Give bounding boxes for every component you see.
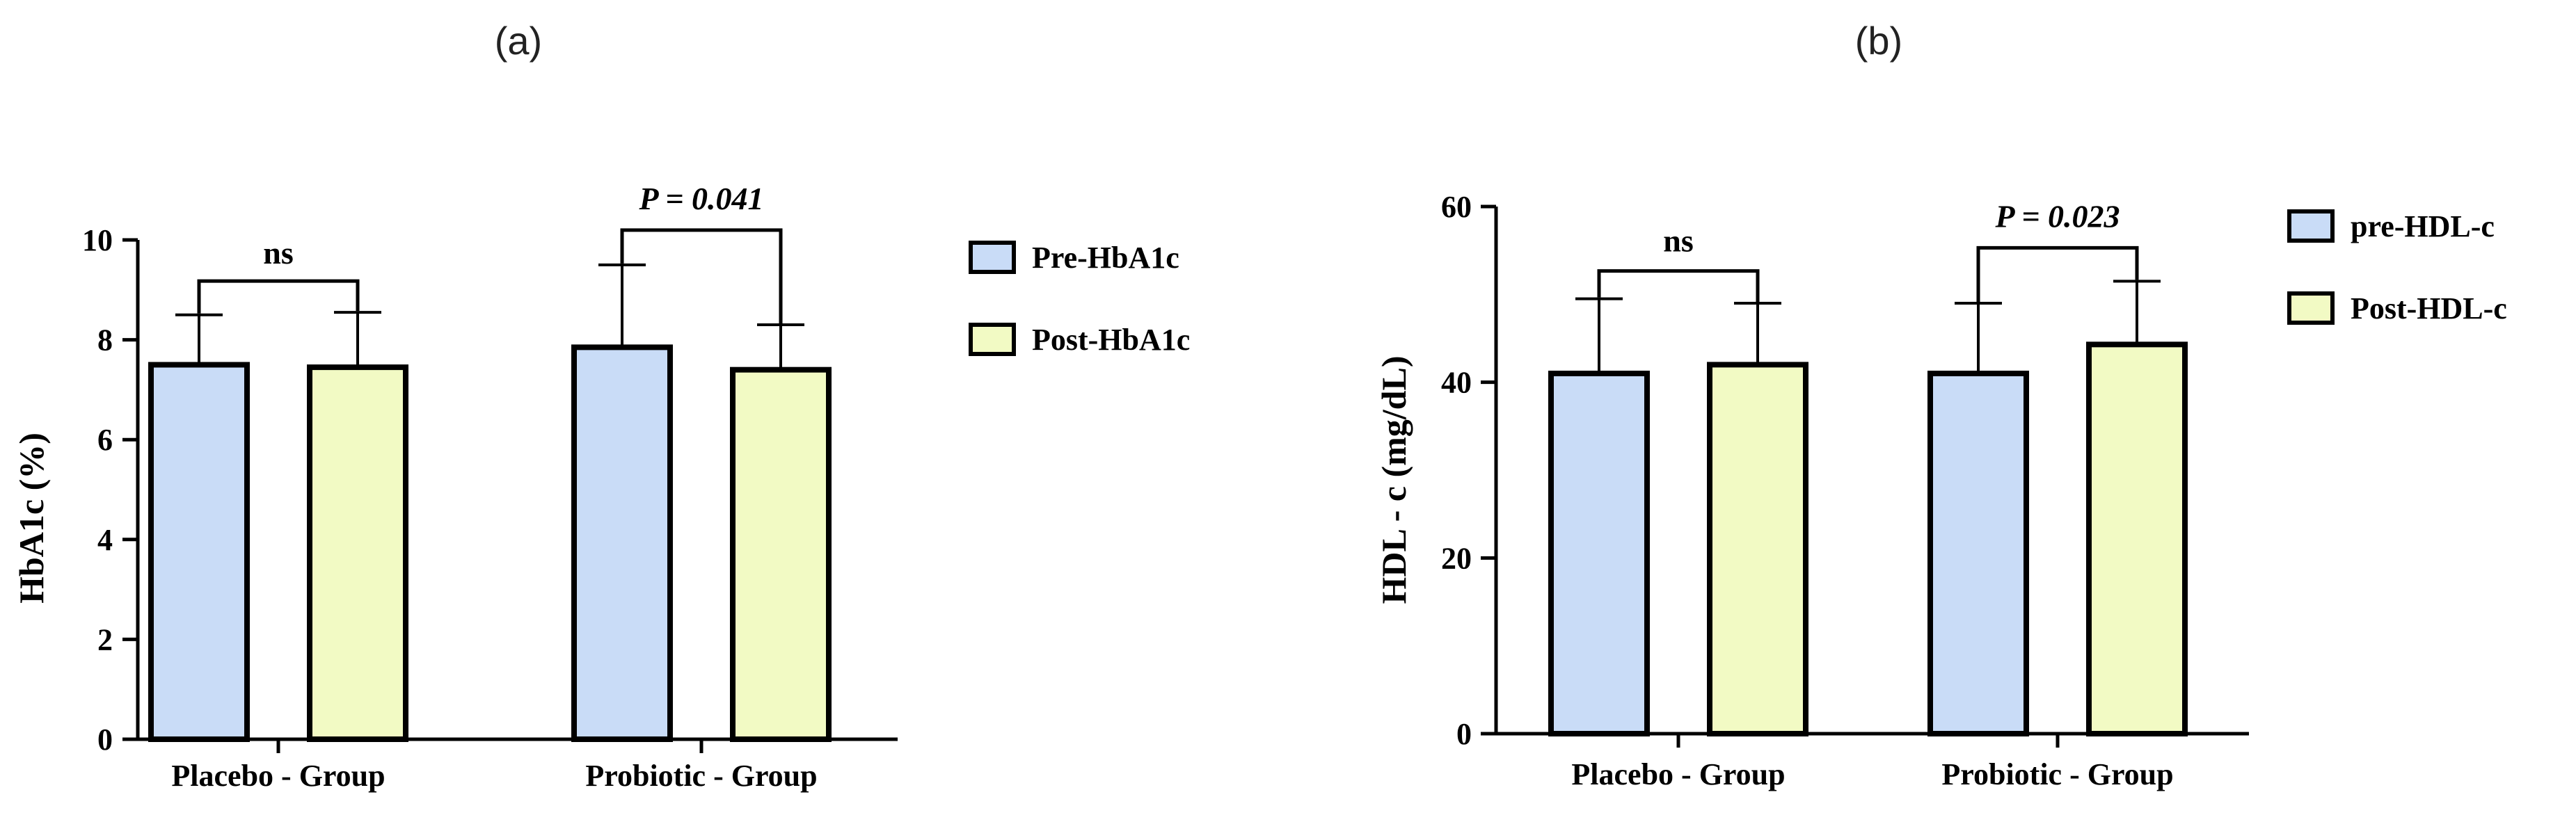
panel-b-error-bars (1575, 280, 2161, 374)
p-value-label: P = 0.041 (638, 181, 763, 216)
p-value-label: P = 0.023 (1994, 198, 2120, 234)
bar-pre (148, 362, 250, 742)
significance-bracket (1597, 269, 1760, 302)
legend-swatch (2287, 291, 2335, 325)
chart-panel-a: (a) HbA1c (%) 0 2 4 6 8 10 Placebo - Group Prob… (12, 19, 1190, 793)
x-category-label: Placebo - Group (1571, 757, 1785, 791)
bar-pre (571, 344, 673, 742)
legend-swatch (2287, 209, 2335, 243)
panel-b-bars (1548, 341, 2188, 736)
significance-bracket (197, 279, 360, 314)
panel-a-axes: 0 2 4 6 8 10 Placebo - Group Probiotic - Group (82, 223, 898, 793)
panel-a-y-axis-label: HbA1c (%) (12, 433, 51, 604)
chart-panel-b: (b) HDL - c (mg/dL) 0 20 40 60 Placebo - Gro… (1374, 19, 2507, 791)
ns-label: ns (1663, 223, 1693, 259)
y-tick-label: 6 (97, 423, 113, 457)
panel-a-label: (a) (495, 19, 542, 63)
y-tick-label: 0 (97, 723, 113, 757)
panel-b-label: (b) (1855, 19, 1902, 63)
significance-bracket (620, 228, 783, 324)
x-category-label: Placebo - Group (171, 759, 385, 793)
bar-pre (1548, 371, 1650, 736)
bar-post (2086, 341, 2188, 736)
y-tick-label: 4 (97, 523, 113, 557)
legend-label: Post-HDL-c (2351, 291, 2507, 325)
y-tick-label: 2 (97, 622, 113, 656)
x-category-label: Probiotic - Group (585, 759, 817, 793)
panel-b-significance: ns P = 0.023 (1597, 198, 2139, 302)
bar-post (730, 366, 832, 742)
y-tick-label: 60 (1441, 190, 1472, 224)
panel-b-y-axis-label: HDL - c (mg/dL) (1374, 356, 1413, 604)
panel-b-legend: pre-HDL-c Post-HDL-c (2287, 209, 2507, 325)
x-category-label: Probiotic - Group (1941, 757, 2173, 791)
y-tick-label: 8 (97, 323, 113, 357)
y-tick-label: 10 (82, 223, 113, 257)
legend-label: Post-HbA1c (1032, 323, 1190, 357)
legend-swatch (969, 323, 1016, 356)
bar-pre (1927, 371, 2029, 736)
significance-bracket (1976, 245, 2139, 302)
bar-post (307, 364, 408, 742)
legend-label: pre-HDL-c (2351, 209, 2495, 243)
panel-a-legend: Pre-HbA1c Post-HbA1c (969, 241, 1190, 357)
legend-swatch (969, 241, 1016, 274)
bar-post (1707, 362, 1808, 736)
panel-a-error-bars (175, 263, 804, 370)
panel-a-significance: ns P = 0.041 (197, 181, 783, 324)
y-tick-label: 20 (1441, 541, 1472, 575)
panel-a-bars (148, 344, 832, 742)
y-tick-label: 40 (1441, 366, 1472, 400)
ns-label: ns (263, 235, 293, 271)
legend-label: Pre-HbA1c (1032, 241, 1179, 275)
y-tick-label: 0 (1456, 717, 1472, 751)
